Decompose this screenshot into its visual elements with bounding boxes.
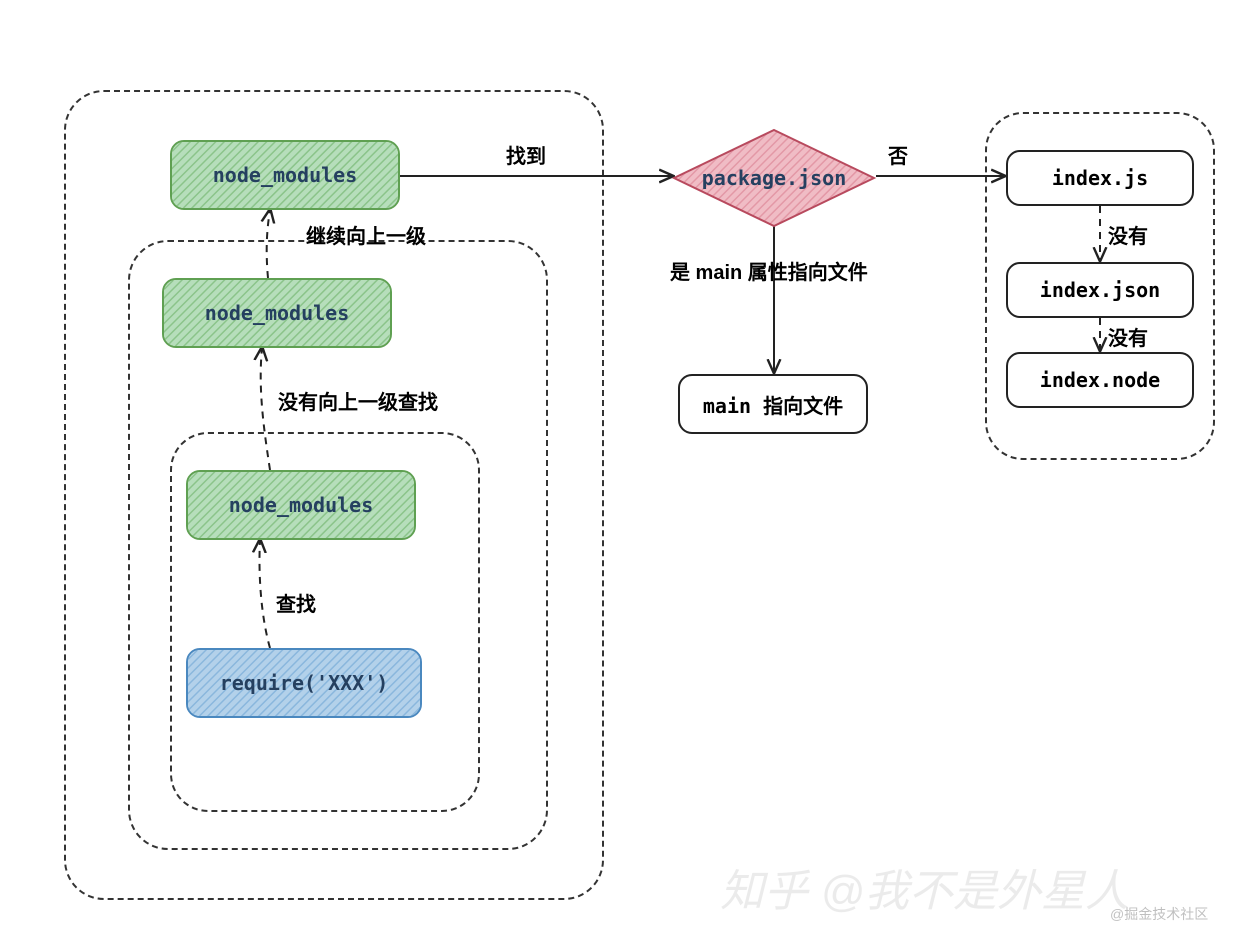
watermark-zhihu: 知乎 @我不是外星人 (720, 855, 1129, 919)
node-label: index.js (1052, 166, 1148, 190)
node-label: require('XXX') (220, 671, 389, 695)
node-label: main 指向文件 (703, 390, 843, 419)
node-node-modules-2: node_modules (162, 278, 392, 348)
edge-label-no-up: 没有向上一级查找 (278, 386, 438, 415)
edge-label-cont-up: 继续向上一级 (306, 220, 426, 249)
edge-label-no: 否 (888, 140, 908, 169)
node-label: index.json (1040, 278, 1160, 302)
node-package-json: package.json (674, 164, 874, 192)
node-index-json: index.json (1006, 262, 1194, 318)
node-label: index.node (1040, 368, 1160, 392)
node-label: node_modules (205, 301, 350, 325)
watermark-juejin: @掘金技术社区 (1110, 904, 1208, 924)
node-node-modules-1: node_modules (170, 140, 400, 210)
edge-label-none-2: 没有 (1108, 322, 1148, 351)
node-label: node_modules (213, 163, 358, 187)
node-label: package.json (702, 166, 847, 190)
edge-label-yes: 是 main 属性指向文件 (670, 256, 868, 285)
node-index-js: index.js (1006, 150, 1194, 206)
node-node-modules-3: node_modules (186, 470, 416, 540)
edge-label-none-1: 没有 (1108, 220, 1148, 249)
node-require: require('XXX') (186, 648, 422, 718)
edge-label-find: 查找 (276, 588, 316, 617)
edge-label-found: 找到 (506, 140, 546, 169)
node-index-node: index.node (1006, 352, 1194, 408)
node-main-file: main 指向文件 (678, 374, 868, 434)
node-label: node_modules (229, 493, 374, 517)
